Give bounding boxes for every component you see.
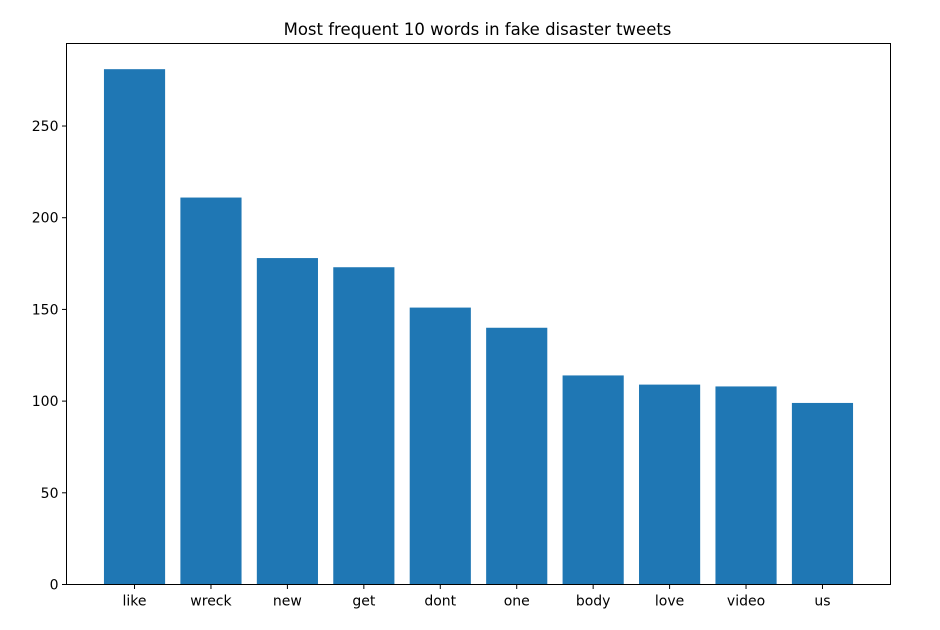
bar-like bbox=[103, 69, 166, 585]
x-tick-label: get bbox=[352, 594, 376, 610]
plot-frame bbox=[66, 43, 891, 585]
x-tick-label: like bbox=[123, 594, 147, 610]
x-tick-label: dont bbox=[424, 594, 456, 610]
x-tick-label: video bbox=[727, 594, 765, 610]
bar-wreck bbox=[180, 197, 242, 585]
bar-body bbox=[562, 375, 624, 585]
bar-one bbox=[486, 327, 548, 585]
bar-us bbox=[791, 402, 854, 585]
chart-title: Most frequent 10 words in fake disaster … bbox=[284, 20, 672, 39]
y-tick-label: 0 bbox=[50, 578, 59, 594]
y-tick-label: 100 bbox=[32, 394, 59, 410]
x-tick-label: body bbox=[576, 594, 611, 610]
x-tick-label: one bbox=[504, 594, 530, 610]
x-tick-label: new bbox=[273, 594, 302, 610]
x-axis: like wreck new get dont one body love video us bbox=[123, 584, 831, 610]
bar-video bbox=[715, 386, 777, 585]
bars-group bbox=[103, 69, 854, 585]
bar-get bbox=[333, 267, 395, 585]
y-tick-label: 200 bbox=[32, 211, 59, 227]
x-tick-label: us bbox=[814, 594, 830, 610]
y-tick-label: 50 bbox=[41, 486, 59, 502]
x-tick-label: wreck bbox=[190, 594, 232, 610]
bar-dont bbox=[409, 307, 471, 585]
y-tick-label: 150 bbox=[32, 302, 59, 318]
y-axis: 0 50 100 150 200 250 bbox=[32, 119, 67, 594]
y-tick-label: 250 bbox=[32, 119, 59, 135]
bar-new bbox=[256, 258, 318, 585]
x-tick-label: love bbox=[655, 594, 684, 610]
bar-love bbox=[639, 384, 701, 585]
